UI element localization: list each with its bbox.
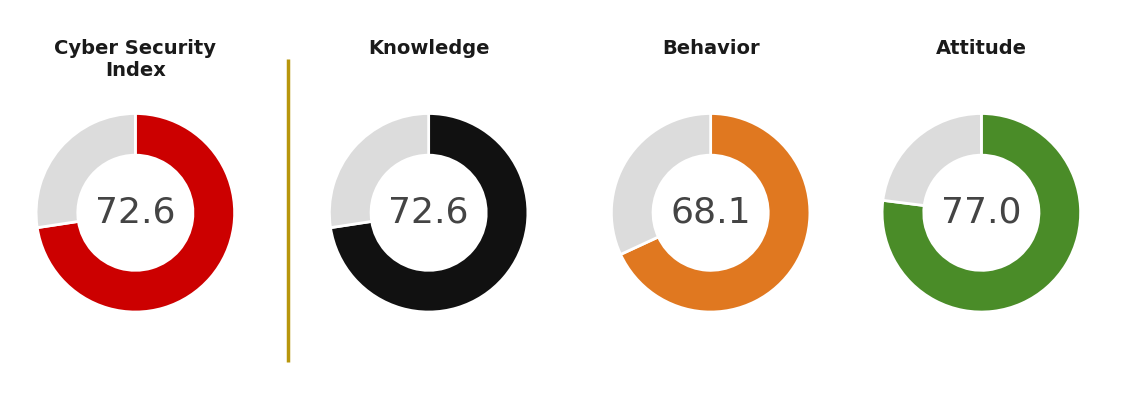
Wedge shape	[611, 113, 711, 255]
Text: Cyber Security
Index: Cyber Security Index	[54, 39, 217, 80]
Wedge shape	[37, 113, 235, 312]
Text: Knowledge: Knowledge	[368, 39, 490, 58]
Text: 77.0: 77.0	[941, 196, 1022, 230]
Wedge shape	[36, 113, 135, 228]
Text: Attitude: Attitude	[936, 39, 1026, 58]
Text: 72.6: 72.6	[388, 196, 469, 230]
Wedge shape	[883, 113, 981, 206]
Wedge shape	[331, 113, 528, 312]
Wedge shape	[620, 113, 810, 312]
Text: Behavior: Behavior	[662, 39, 759, 58]
Wedge shape	[882, 113, 1081, 312]
Text: 68.1: 68.1	[670, 196, 751, 230]
Wedge shape	[329, 113, 429, 228]
Text: 72.6: 72.6	[95, 196, 176, 230]
